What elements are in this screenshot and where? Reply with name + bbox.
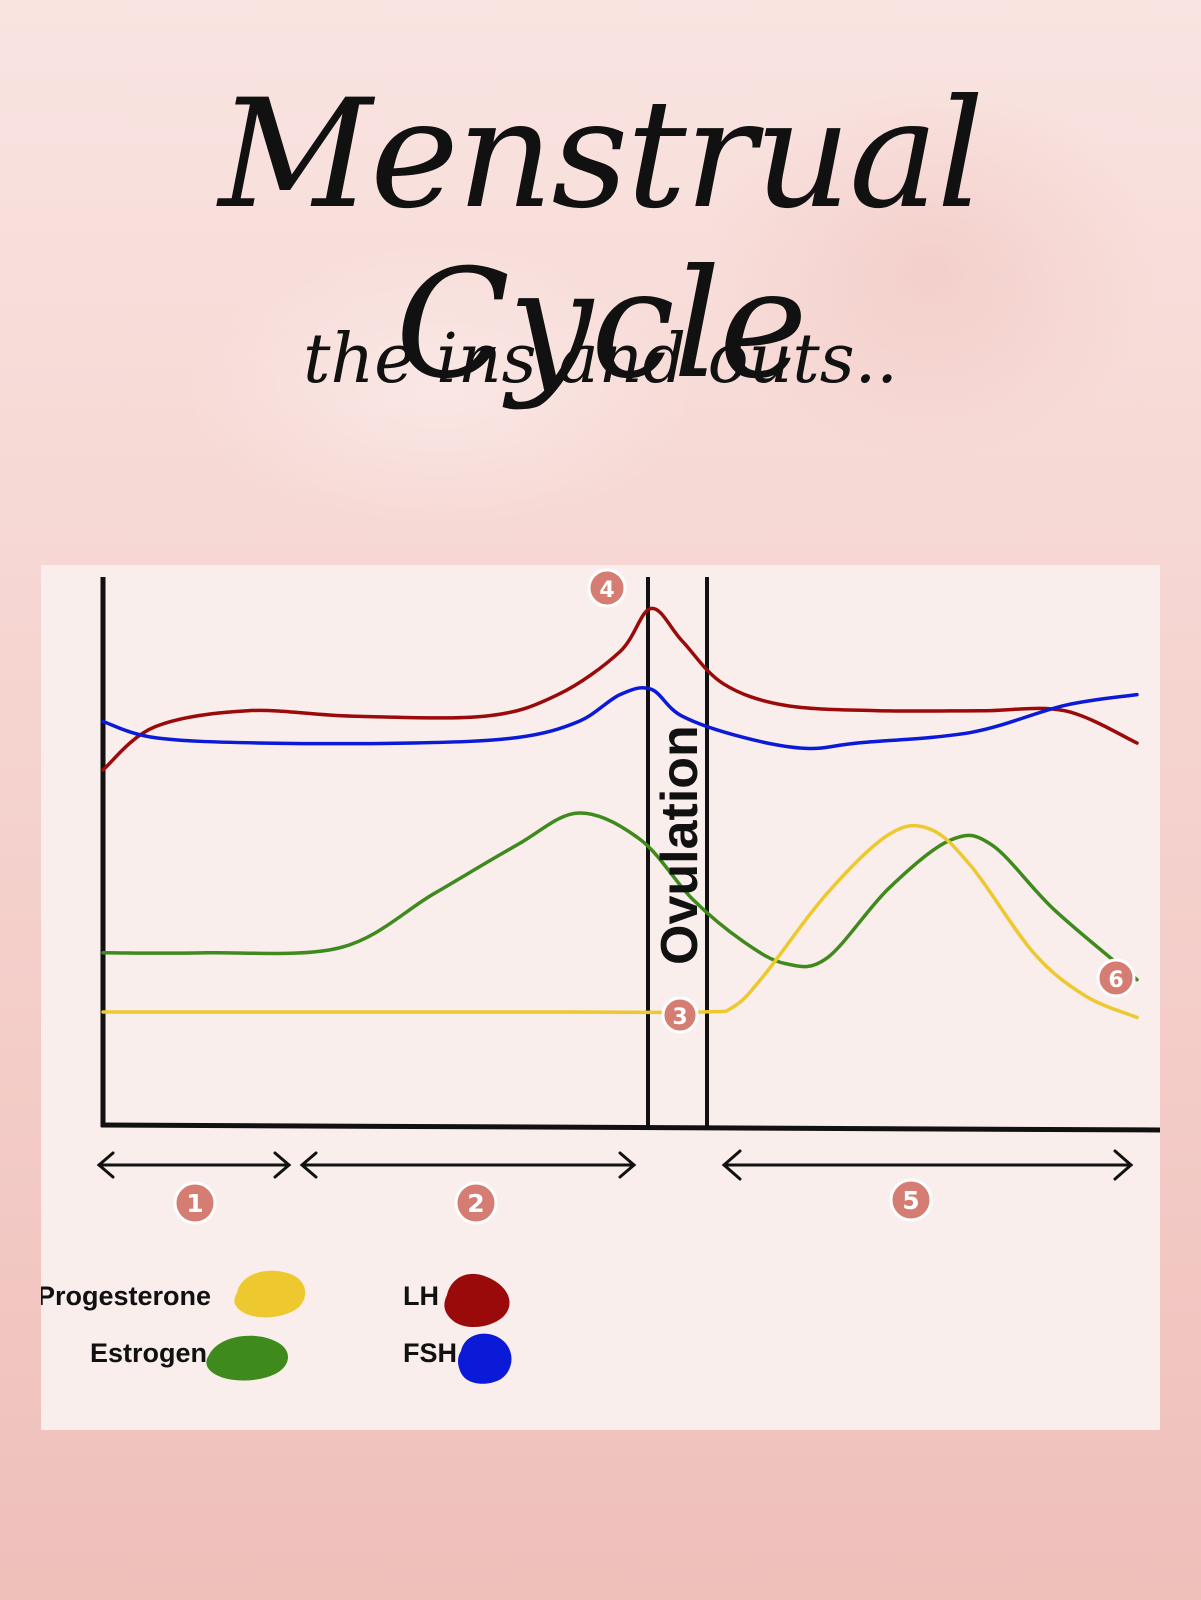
svg-text:3: 3	[672, 1005, 687, 1030]
x-axis	[100, 1122, 1160, 1133]
series-line-estrogen	[101, 811, 1139, 982]
legend-swatch-lh	[444, 1273, 510, 1328]
series-line-lh	[101, 606, 1139, 772]
badge-4: 4	[587, 568, 627, 608]
series-line-progesterone	[101, 823, 1139, 1020]
page-title: Menstrual Cycle	[218, 68, 985, 412]
phase-arrow-1	[96, 1151, 292, 1179]
legend-label-lh: LH	[403, 1281, 439, 1311]
legend-label-fsh: FSH	[403, 1338, 457, 1368]
svg-text:2: 2	[467, 1189, 484, 1218]
svg-text:4: 4	[599, 578, 614, 603]
badge-6: 6	[1096, 958, 1136, 998]
badge-1: 1	[173, 1181, 217, 1225]
svg-text:5: 5	[902, 1186, 919, 1215]
ovulation-label: Ovulation	[651, 725, 709, 965]
background-wash	[180, 240, 700, 540]
background-wash	[700, 80, 1160, 460]
badge-2: 2	[454, 1181, 498, 1225]
badge-5: 5	[889, 1178, 933, 1222]
legend-swatch-fsh	[458, 1333, 512, 1384]
legend-label-progesterone: Progesterone	[41, 1281, 211, 1311]
page-subtitle: the ins and outs..	[303, 320, 898, 399]
series-line-fsh	[101, 686, 1139, 751]
legend-swatch-progesterone	[234, 1270, 306, 1318]
phase-arrow-5	[721, 1149, 1134, 1181]
badge-3: 3	[661, 996, 699, 1034]
svg-text:6: 6	[1108, 968, 1123, 993]
legend-label-estrogen: Estrogen	[90, 1338, 207, 1368]
legend: Progesterone Estrogen LH FSH	[41, 1270, 512, 1384]
svg-text:1: 1	[186, 1189, 203, 1218]
legend-swatch-estrogen	[206, 1335, 288, 1381]
phase-arrow-2	[299, 1151, 637, 1179]
chart-panel: Ovulation 1 2 3	[41, 565, 1160, 1430]
menstrual-cycle-chart: Ovulation 1 2 3	[41, 568, 1160, 1384]
